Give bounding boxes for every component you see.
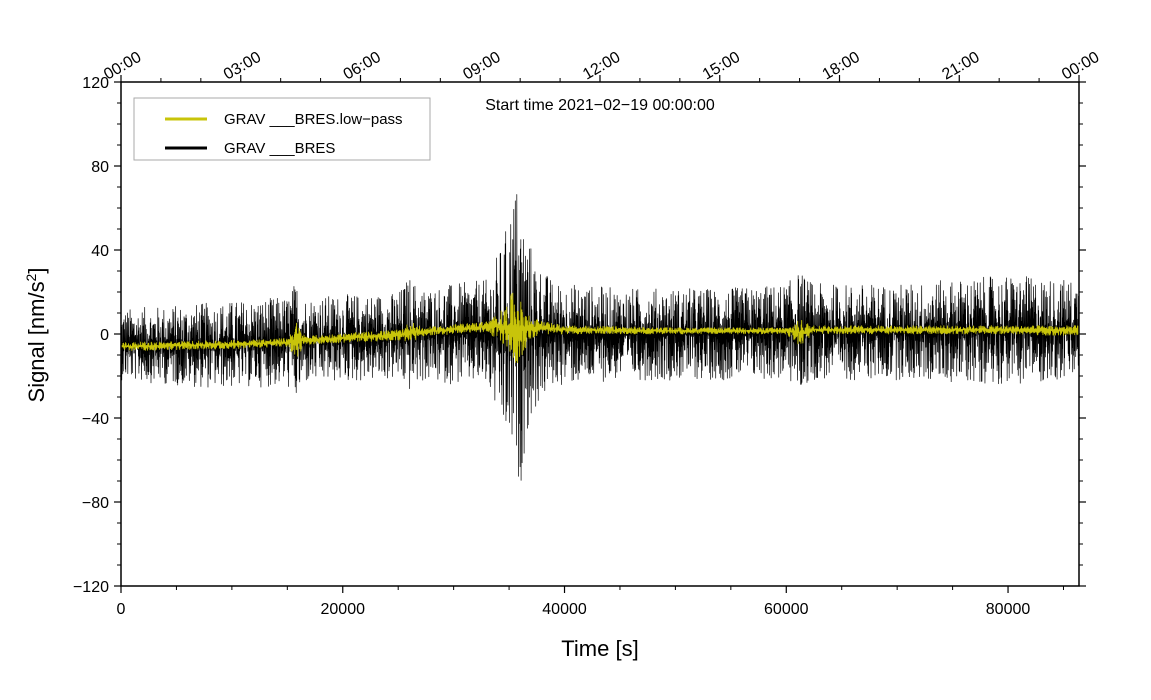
y-tick-label-0: −120 [73,579,109,596]
x-axis-title: Time [s] [561,636,638,661]
y-tick-label-3: 0 [100,327,109,344]
series-lowpass-line [121,292,1079,364]
top-tick-label-8: 00:00 [1059,49,1102,84]
y-tick-label-1: −80 [82,495,109,512]
y-tick-label-5: 80 [91,159,109,176]
top-tick-label-4: 12:00 [580,49,623,84]
legend-label-lowpass: GRAV ___BRES.low−pass [224,111,403,128]
y-tick-label-2: −40 [82,411,109,428]
legend-label-raw: GRAV ___BRES [224,140,335,157]
y-axis-title-sup: 2 [23,273,39,281]
top-tick-label-5: 15:00 [700,49,743,84]
y-axis-title: Signal [nm/s2] [23,268,49,403]
y-axis-title-close: ] [24,268,49,274]
top-tick-label-7: 21:00 [939,49,982,84]
x-tick-label-4: 80000 [986,601,1031,618]
top-tick-label-2: 06:00 [341,49,384,84]
top-tick-label-3: 09:00 [460,49,503,84]
y-tick-label-6: 120 [82,75,109,92]
start-time-annotation: Start time 2021−02−19 00:00:00 [485,97,715,114]
top-tick-label-6: 18:00 [820,49,863,84]
x-tick-label-1: 20000 [321,601,366,618]
x-tick-label-2: 40000 [542,601,587,618]
legend: GRAV ___BRES.low−pass GRAV ___BRES [133,97,431,161]
series-raw-line [121,194,1079,481]
top-tick-label-1: 03:00 [221,49,264,84]
x-tick-label-0: 0 [117,601,126,618]
y-tick-label-4: 40 [91,243,109,260]
x-tick-label-3: 60000 [764,601,809,618]
y-axis-title-main: Signal [nm/s [24,281,49,402]
top-tick-label-0: 00:00 [101,49,144,84]
plot-area [121,194,1079,481]
legend-box [133,97,431,161]
